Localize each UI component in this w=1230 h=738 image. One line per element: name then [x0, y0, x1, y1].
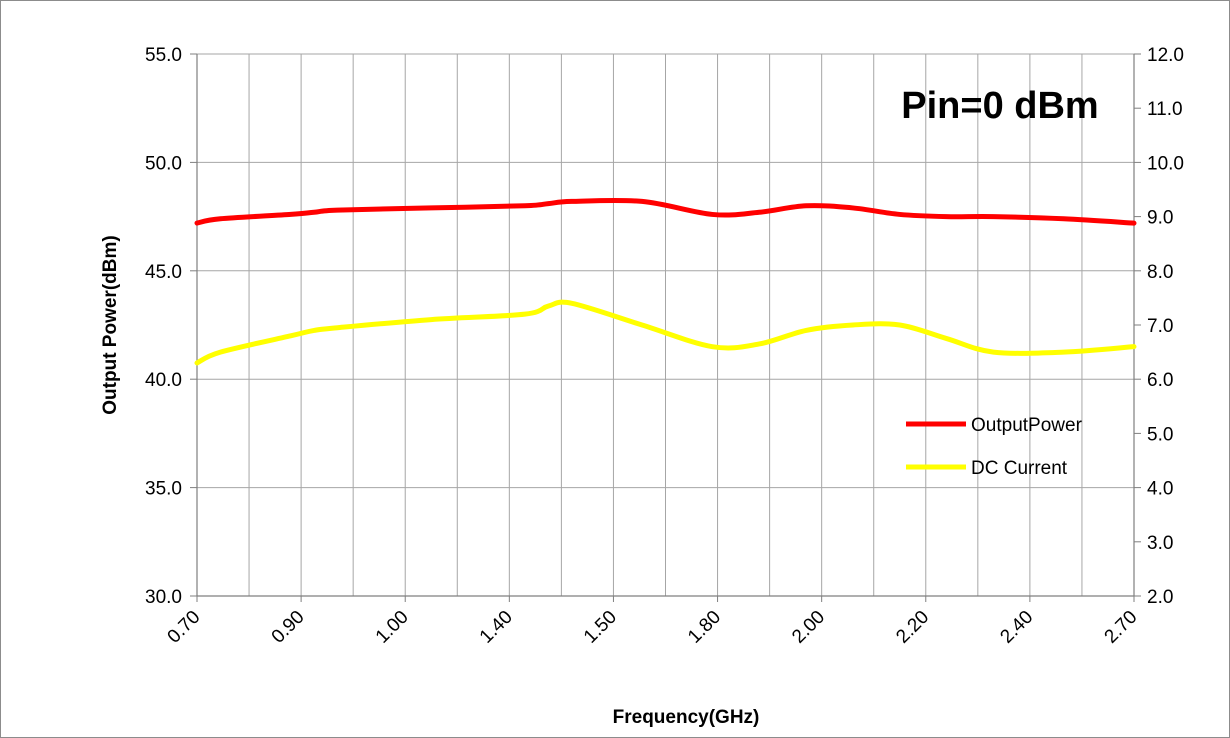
y-axis-right-ticks: 2.0 3.0 4.0 5.0 6.0 7.0 8.0 9.0 10.0 11.0 12.0: [1147, 45, 1184, 608]
y-tick-label-left: 50.0: [145, 153, 182, 174]
x-axis-title: Frequency(GHz): [613, 707, 760, 728]
x-tick-label: 2.20: [892, 607, 933, 648]
series-line-dc-current: [194, 299, 1137, 366]
axes: [190, 53, 1141, 602]
x-tick-label: 1.40: [476, 607, 517, 648]
x-tick-label: 2.40: [996, 607, 1037, 648]
legend-label: OutputPower: [971, 415, 1083, 436]
x-tick-label: 0.90: [268, 607, 309, 648]
y-axis-left-ticks: 30.0 35.0 40.0 45.0 50.0 55.0: [145, 45, 182, 608]
y-tick-label-left: 55.0: [145, 45, 182, 66]
y-tick-label-right: 11.0: [1147, 99, 1183, 120]
y-tick-label-right: 12.0: [1147, 45, 1184, 66]
grid-lines: [196, 53, 1135, 597]
x-axis-ticks: 0.70 0.90 1.00 1.40 1.50 1.80 2.00 2.20 2.40 2.70: [164, 607, 1142, 648]
y-tick-label-right: 2.0: [1147, 587, 1173, 608]
x-tick-label: 0.70: [164, 607, 205, 648]
y-tick-label-right: 6.0: [1147, 370, 1173, 391]
series-lines: [194, 197, 1137, 366]
y-tick-label-left: 30.0: [145, 587, 182, 608]
y-tick-label-right: 4.0: [1147, 479, 1173, 500]
y-tick-label-left: 35.0: [145, 479, 182, 500]
x-tick-label: 2.70: [1101, 607, 1142, 648]
y-tick-label-right: 7.0: [1147, 316, 1173, 337]
x-tick-label: 1.80: [684, 607, 725, 648]
legend: OutputPower DC Current: [906, 415, 1083, 479]
x-tick-label: 2.00: [788, 607, 829, 648]
x-tick-label: 1.00: [372, 607, 413, 648]
y-axis-title: Output Power(dBm): [100, 235, 121, 414]
y-tick-label-right: 10.0: [1147, 153, 1184, 174]
pin-annotation: Pin=0 dBm: [901, 85, 1098, 127]
y-tick-label-left: 40.0: [145, 370, 182, 391]
y-tick-label-right: 9.0: [1147, 208, 1173, 229]
legend-label: DC Current: [971, 458, 1068, 479]
y-tick-label-left: 45.0: [145, 262, 182, 283]
y-tick-label-right: 5.0: [1147, 424, 1173, 445]
y-tick-label-right: 3.0: [1147, 533, 1173, 554]
y-tick-label-right: 8.0: [1147, 262, 1173, 283]
x-tick-label: 1.50: [580, 607, 621, 648]
series-line-output-power: [194, 197, 1137, 226]
